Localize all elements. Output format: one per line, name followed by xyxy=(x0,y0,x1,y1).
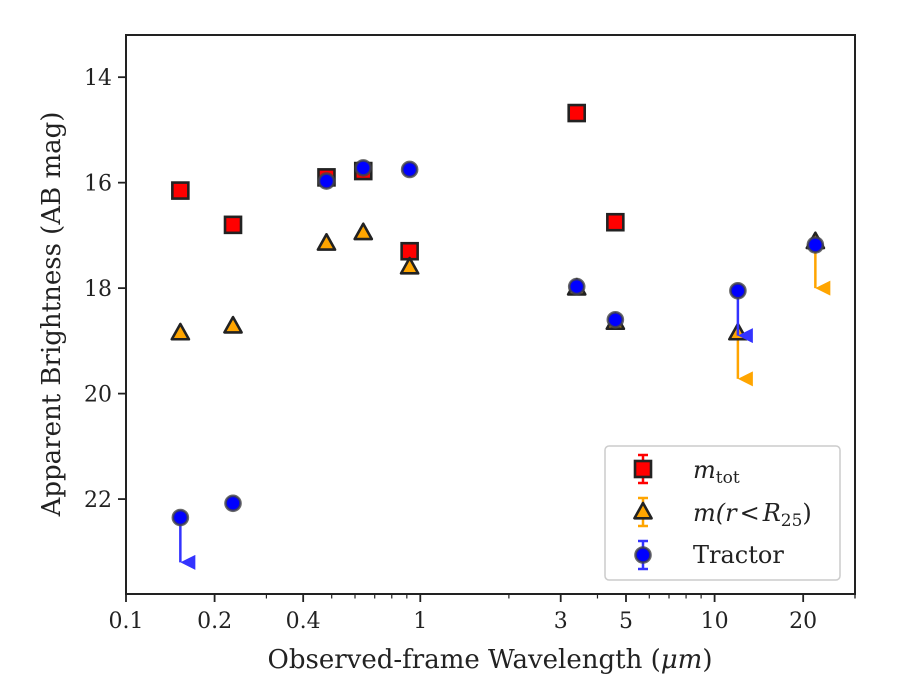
point-circle xyxy=(224,494,242,513)
x-tick-label: 20 xyxy=(789,609,817,634)
point-triangle xyxy=(170,322,191,341)
legend-box xyxy=(604,445,841,581)
point-circle xyxy=(354,159,373,177)
legend-marker-circle xyxy=(634,546,652,564)
point-circle xyxy=(806,236,825,254)
x-tick-label: 3 xyxy=(554,609,568,634)
point-square xyxy=(223,215,243,235)
legend-marker-square xyxy=(633,459,653,479)
x-axis-ticks: 0.1 0.2 0.4 1 3 5 10 20 xyxy=(109,594,856,634)
point-triangle xyxy=(399,256,420,275)
legend-label-mr25: m(r < R25) xyxy=(693,499,812,531)
data-points xyxy=(170,103,831,570)
point-circle xyxy=(171,508,190,527)
point-square xyxy=(171,181,190,200)
y-tick-label: 14 xyxy=(84,66,112,91)
plot-frame xyxy=(125,34,856,595)
x-tick-label: 5 xyxy=(619,609,633,634)
y-axis-label: Apparent Brightness (AB mag) xyxy=(37,112,67,518)
y-tick-label: 22 xyxy=(84,488,112,513)
x-tick-label: 0.4 xyxy=(286,609,321,634)
x-axis-label: Observed-frame Wavelength (μm) xyxy=(268,645,713,675)
point-triangle xyxy=(316,233,337,251)
point-circle xyxy=(317,172,336,190)
x-tick-label: 0.2 xyxy=(197,609,232,634)
point-circle xyxy=(567,277,586,296)
legend-marker-triangle xyxy=(633,501,653,520)
point-triangle xyxy=(353,222,374,241)
legend-label-mtot: mtot xyxy=(693,456,740,488)
x-tick-label: 10 xyxy=(701,609,729,634)
point-circle xyxy=(606,310,625,329)
y-tick-label: 18 xyxy=(84,277,112,302)
point-circle xyxy=(729,281,747,300)
x-tick-label: 0.1 xyxy=(109,609,144,634)
y-axis-ticks: 14 16 18 20 22 xyxy=(84,66,126,513)
point-square xyxy=(567,103,587,123)
x-tick-label: 1 xyxy=(413,609,427,634)
y-tick-label: 16 xyxy=(84,172,112,197)
y-tick-label: 20 xyxy=(84,383,112,408)
point-square xyxy=(606,212,625,232)
point-triangle xyxy=(223,315,243,334)
legend: mtot m(r < R25) Tractor xyxy=(604,445,841,581)
legend-label-tractor: Tractor xyxy=(693,541,784,569)
point-circle xyxy=(400,160,419,179)
